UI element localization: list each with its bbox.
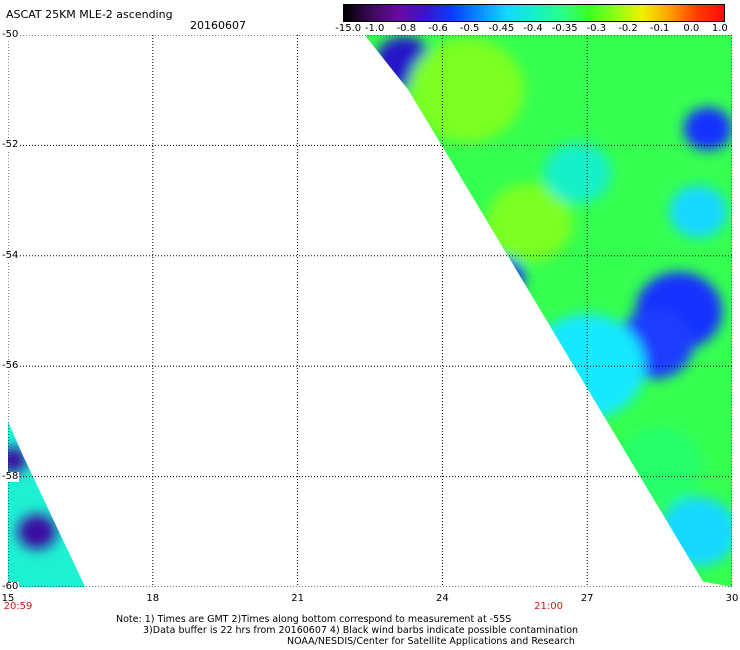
colorbar-labels: -15.0 -1.0 -0.8 -0.6 -0.5 -0.45 -0.4 -0.35 -0.3-… <box>335 23 728 37</box>
colorbar-tick-label: -1.0 <box>364 23 385 34</box>
map-plot-area[interactable] <box>8 35 732 587</box>
colorbar-tick-label: -0.6 <box>428 23 448 34</box>
wind-blob <box>543 142 612 204</box>
colorbar <box>343 4 725 22</box>
wind-blob <box>17 514 57 550</box>
swath-layer <box>8 35 732 587</box>
latitude-label: -52 <box>1 139 20 151</box>
swath-1-features <box>8 447 57 550</box>
wind-blob <box>8 447 28 474</box>
wind-blob <box>683 107 732 151</box>
colorbar-tick-label: -0.2 <box>618 23 638 34</box>
colorbar-tick-label: -0.45 <box>488 23 515 34</box>
longitude-label: 18 <box>146 593 160 604</box>
wind-blob <box>669 185 728 238</box>
colorbar-tick-label: -15.0 <box>335 23 362 34</box>
colorbar-tick-label: 0.0 <box>683 23 700 34</box>
colorbar-tick-label: -0.3 <box>586 23 607 34</box>
longitude-label: 27 <box>580 593 594 604</box>
time-label: 21:00 <box>534 601 563 612</box>
colorbar-tick-label: -0.8 <box>396 23 417 34</box>
credit-line: NOAA/NESDIS/Center for Satellite Applica… <box>287 636 575 647</box>
product-title: ASCAT 25KM MLE-2 ascending <box>6 8 173 21</box>
latitude-label: -56 <box>1 360 20 372</box>
wind-blob <box>616 426 704 505</box>
map-svg <box>8 35 732 587</box>
wind-blob <box>485 183 573 262</box>
longitude-label: 21 <box>291 593 304 604</box>
latitude-label: -50 <box>1 29 20 40</box>
colorbar-tick-label: -0.1 <box>649 23 670 34</box>
wind-blob <box>476 256 525 300</box>
grid-layer <box>8 35 732 587</box>
longitude-label: 30 <box>725 593 739 604</box>
product-date: 20160607 <box>190 19 246 32</box>
swath-1 <box>8 421 86 587</box>
colorbar-tick-label: -0.4 <box>523 23 543 34</box>
latitude-label: -58 <box>1 470 20 482</box>
colorbar-tick-label: -0.5 <box>459 23 480 34</box>
wind-blob <box>408 38 525 143</box>
longitude-label: 15 <box>1 593 15 604</box>
colorbar-tick-label: -0.35 <box>551 23 578 34</box>
colorbar-tick-label: 1.0 <box>711 23 728 34</box>
latitude-label: -54 <box>1 249 20 261</box>
latitude-label: -60 <box>1 581 20 592</box>
note-line-2: 3)Data buffer is 22 hrs from 20160607 4)… <box>143 625 579 636</box>
longitude-label: 24 <box>436 593 449 604</box>
time-label: 20:59 <box>3 601 33 612</box>
note-line-1: Note: 1) Times are GMT 2)Times along bot… <box>116 614 512 625</box>
